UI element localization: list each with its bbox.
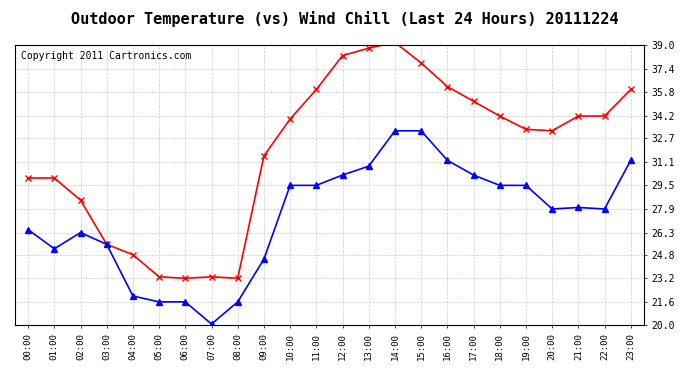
Text: Outdoor Temperature (vs) Wind Chill (Last 24 Hours) 20111224: Outdoor Temperature (vs) Wind Chill (Las… (71, 11, 619, 27)
Text: Copyright 2011 Cartronics.com: Copyright 2011 Cartronics.com (21, 51, 192, 61)
